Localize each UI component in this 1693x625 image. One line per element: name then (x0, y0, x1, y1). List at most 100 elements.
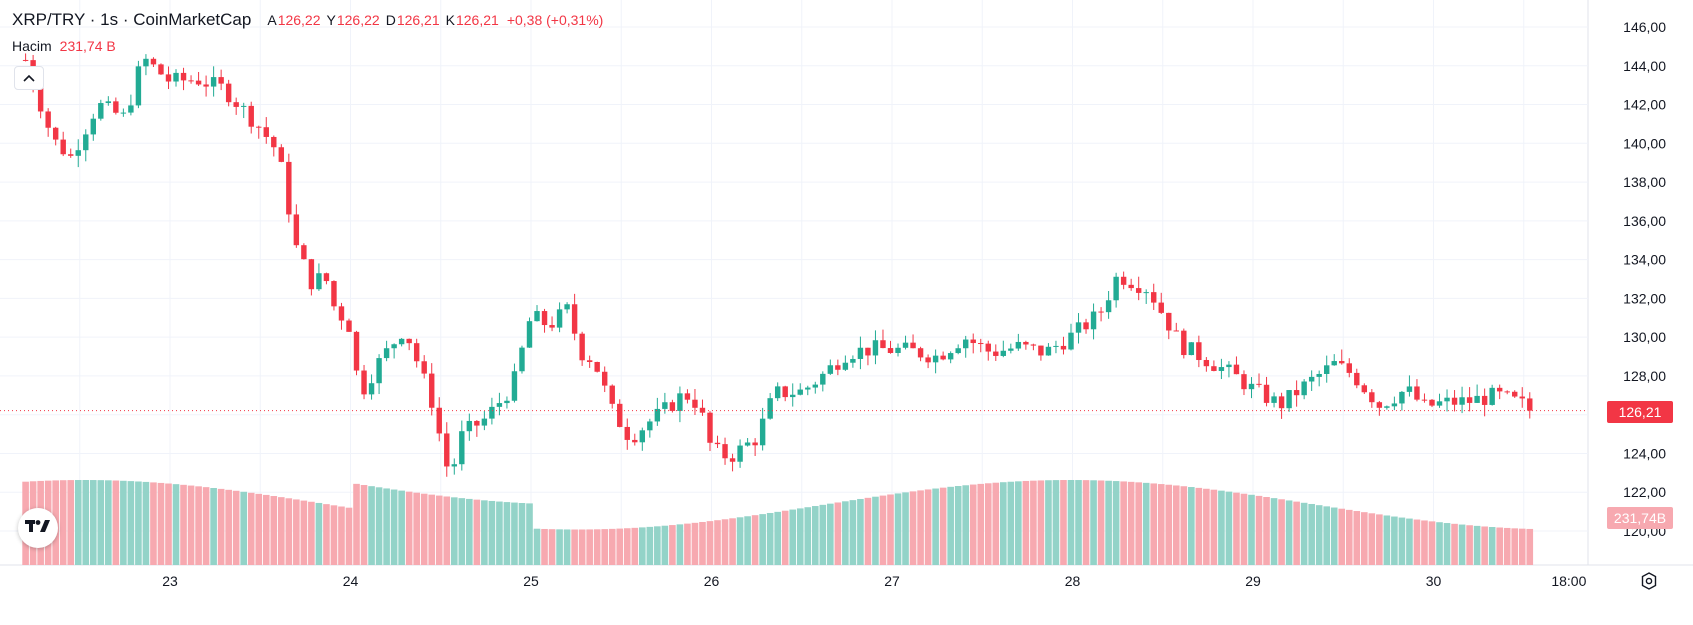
tradingview-logo[interactable] (18, 508, 58, 548)
candle-down (1481, 388, 1488, 417)
symbol-title[interactable]: XRP/TRY · 1s · CoinMarketCap (12, 10, 252, 29)
candle-up (1384, 405, 1390, 410)
candle-body (1421, 399, 1428, 401)
candle-up (1113, 272, 1119, 308)
candle-down (68, 148, 74, 158)
volume-bar (458, 498, 466, 565)
candle-body (707, 412, 713, 443)
candle-body (940, 355, 946, 360)
candle-up (466, 413, 473, 441)
candle-body (1346, 363, 1352, 373)
volume-bar (669, 525, 676, 565)
volume-bar (1142, 482, 1150, 565)
candle-body (1436, 401, 1443, 406)
volume-bar (112, 480, 120, 565)
candle-up (677, 386, 683, 423)
volume-bar (195, 486, 202, 565)
collapse-legend-button[interactable] (14, 66, 44, 90)
volume-bar (857, 498, 864, 565)
volume-bar (450, 497, 458, 565)
candle-down (474, 420, 480, 437)
candle-up (534, 305, 540, 322)
candle-body (519, 347, 525, 372)
candle-down (586, 355, 593, 368)
x-axis[interactable]: 23 24 25 26 27 28 29 30 18:00 (162, 573, 1586, 589)
volume-bar (398, 490, 405, 565)
candle-down (1466, 387, 1473, 412)
candle-body (37, 86, 44, 112)
candle-body (541, 311, 548, 326)
volume-bar (1248, 494, 1255, 565)
candle-up (767, 393, 773, 420)
candle-body (1188, 342, 1195, 356)
candle-up (895, 343, 901, 357)
volume-bar (751, 515, 759, 565)
candle-body (60, 139, 66, 155)
candle-body (1256, 383, 1262, 385)
candle-body (1120, 276, 1127, 285)
candle-down (308, 258, 315, 296)
candle-body (917, 348, 924, 358)
candle-up (98, 99, 104, 121)
candle-up (872, 330, 879, 365)
candle-body (256, 126, 262, 128)
candle-down (263, 117, 269, 144)
volume-bar (1323, 506, 1331, 565)
candle-body (895, 347, 901, 353)
x-tick-label: 26 (704, 573, 720, 589)
candle-body (1045, 346, 1052, 356)
volume-bar (97, 480, 105, 565)
candle-down (1233, 356, 1240, 375)
candle-body (692, 399, 698, 408)
volume-bar (89, 480, 97, 565)
volume-bar (1458, 524, 1466, 565)
volume-bar (82, 480, 90, 565)
volume-bar (180, 484, 187, 565)
candle-body (143, 58, 149, 67)
candle-down (1256, 373, 1262, 388)
candle-body (278, 147, 285, 162)
candle-body (203, 84, 209, 87)
candle-down (1196, 335, 1202, 368)
volume-bar (759, 514, 766, 565)
volume-bar (1127, 481, 1135, 565)
candle-body (647, 421, 653, 431)
candle-down (684, 389, 691, 404)
candle-body (1030, 344, 1037, 346)
volume-bar (360, 485, 368, 565)
candle-up (1068, 323, 1074, 351)
candle-down (917, 346, 924, 362)
volume-badge: 231,74B (1607, 507, 1673, 529)
candle-body (429, 373, 435, 408)
candle-body (1278, 396, 1285, 409)
candle-up (511, 363, 518, 403)
volume-label: Hacim (12, 38, 52, 54)
candle-down (601, 366, 608, 393)
volume-bar (623, 528, 631, 565)
candle-body (1181, 330, 1187, 356)
y-axis[interactable]: 146,00 144,00 142,00 140,00 138,00 136,00 134,… (1623, 19, 1666, 539)
candle-body (556, 309, 563, 328)
chart-settings-button[interactable] (1637, 571, 1661, 595)
candle-body (1414, 386, 1420, 400)
candle-down (1519, 387, 1525, 408)
candle-down (150, 57, 157, 67)
candle-up (654, 397, 661, 426)
volume-bar (127, 481, 135, 565)
volume-bar (1293, 501, 1300, 565)
volume-bar (932, 488, 939, 565)
volume-bar (1203, 488, 1210, 565)
candle-body (586, 360, 593, 362)
volume-bar (887, 494, 894, 565)
candle-down (361, 364, 367, 400)
candle-down (60, 131, 66, 157)
candle-body (1301, 381, 1307, 396)
candle-down (225, 79, 232, 107)
candle-body (466, 420, 473, 432)
volume-bar (1270, 498, 1278, 565)
candle-body (759, 418, 766, 446)
candle-down (1128, 278, 1134, 291)
candle-down (940, 351, 946, 361)
